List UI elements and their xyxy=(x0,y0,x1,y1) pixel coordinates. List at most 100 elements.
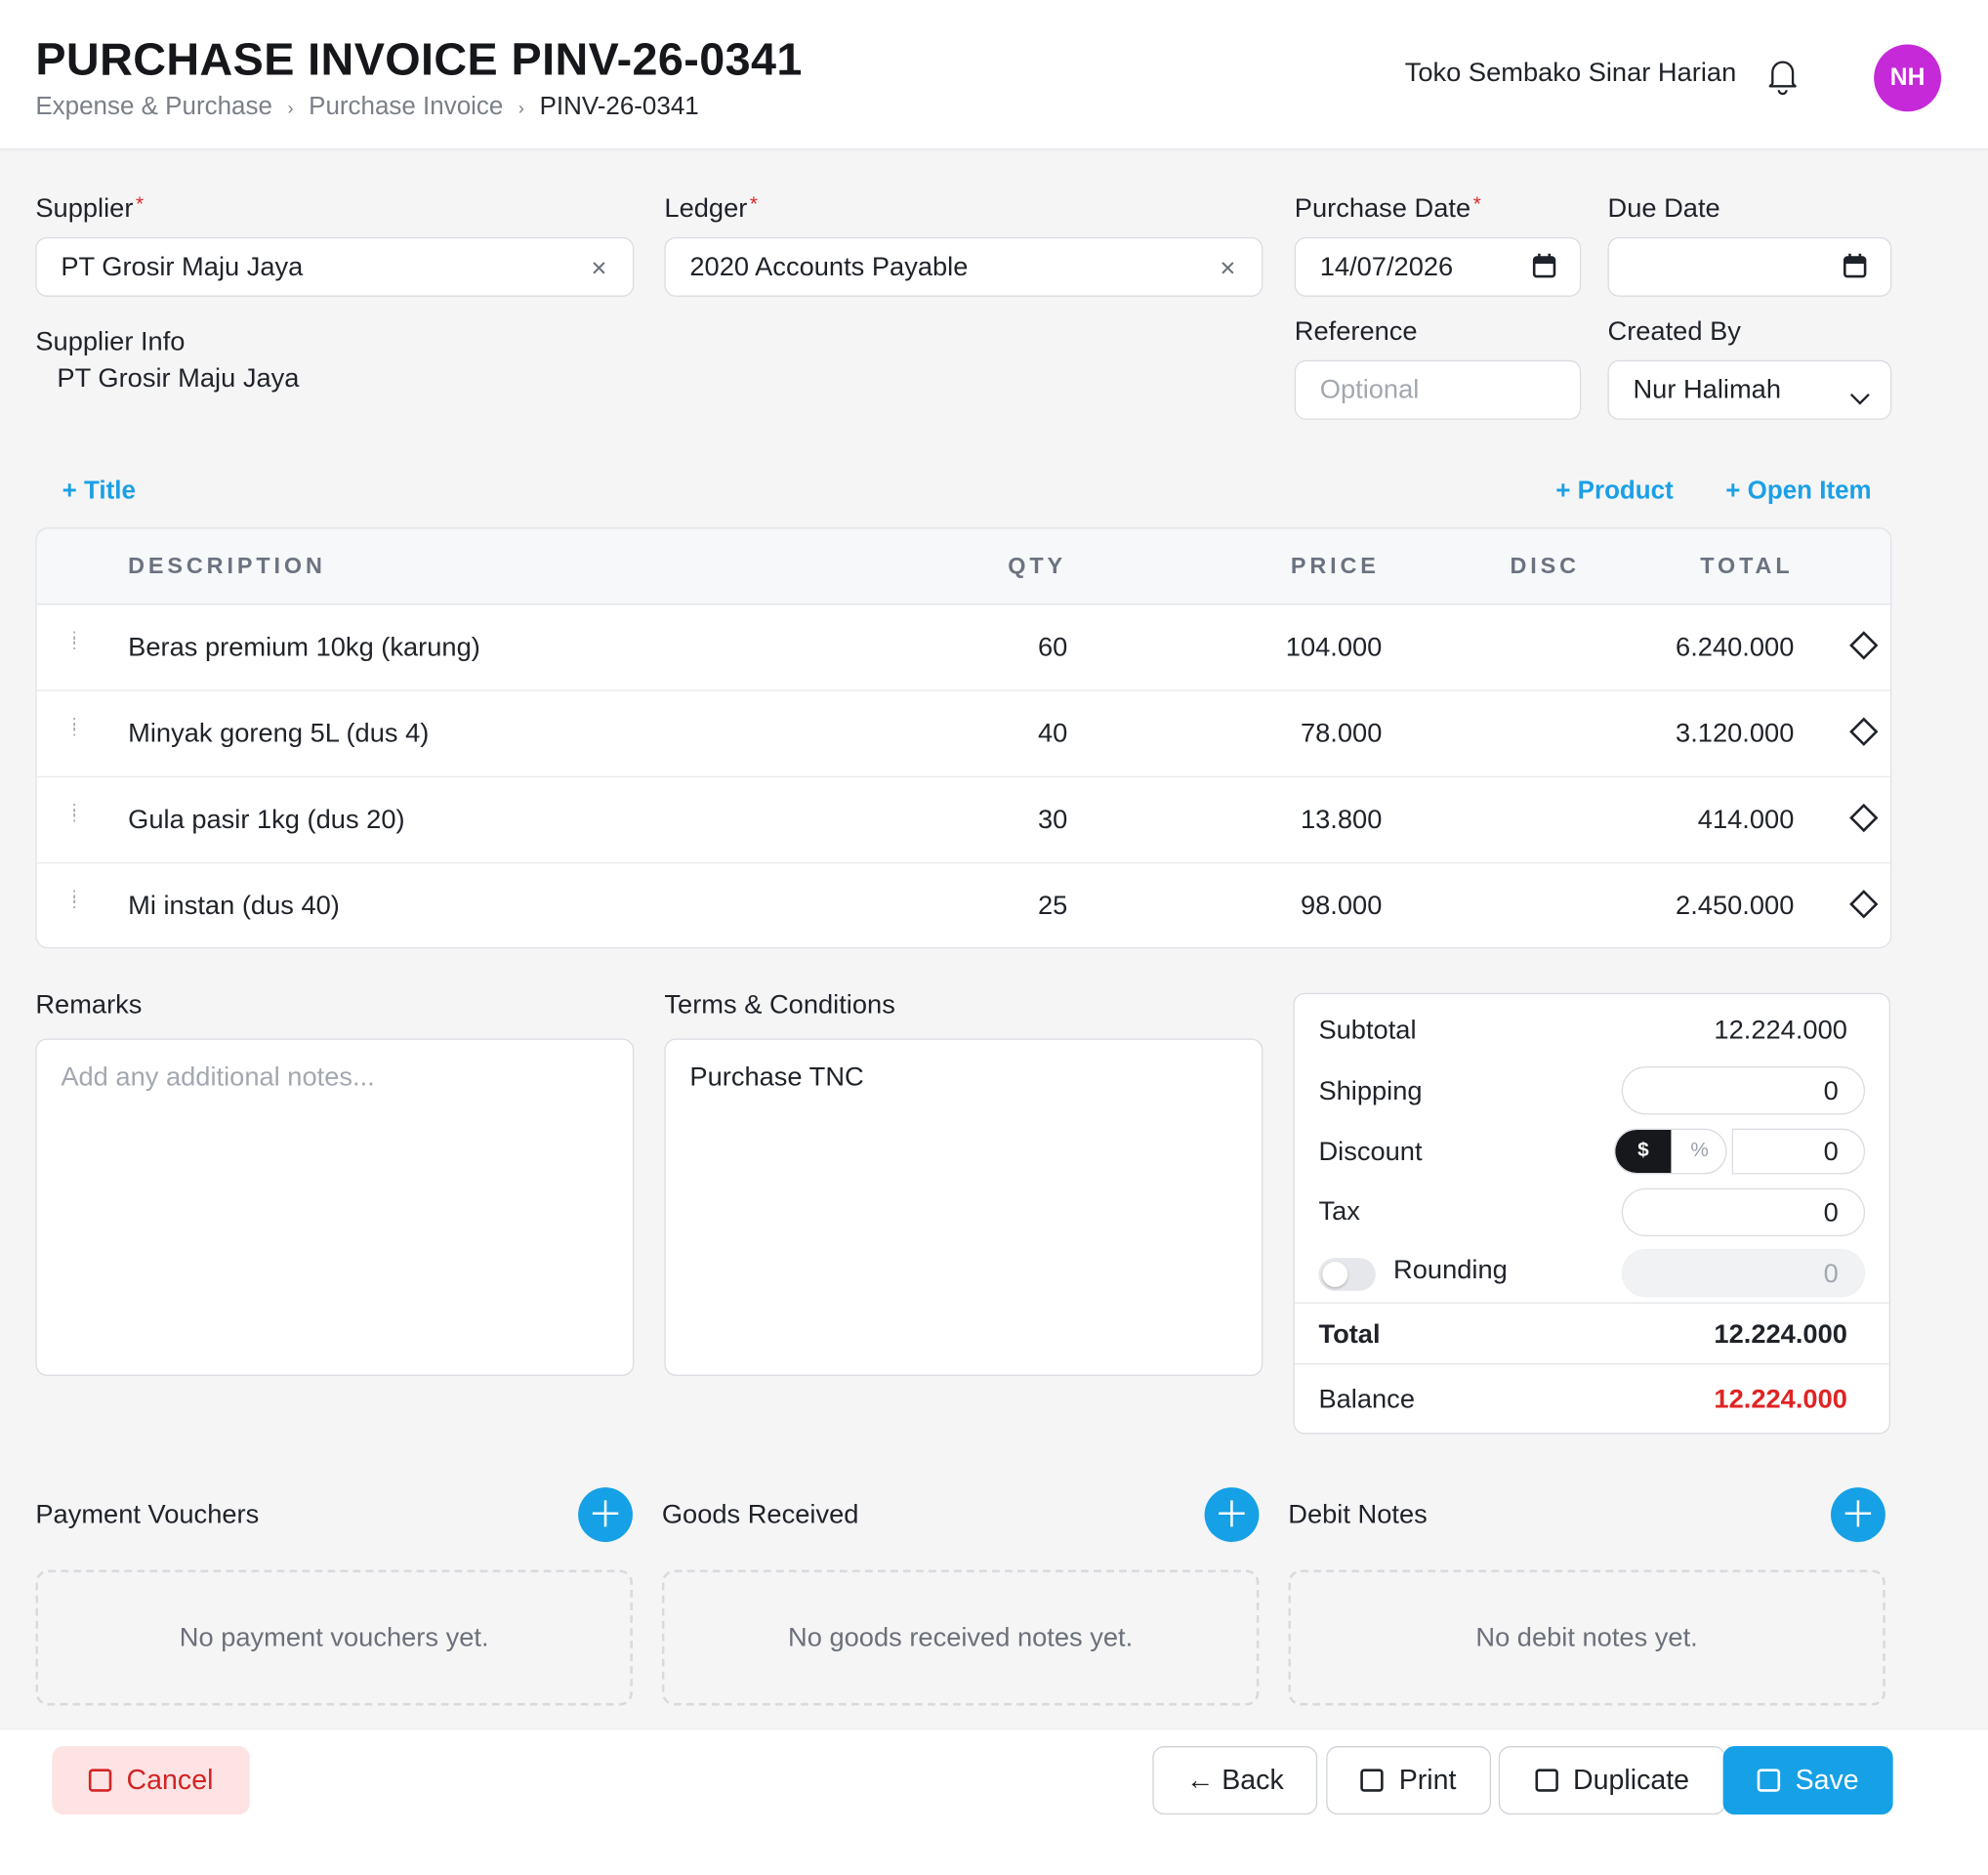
add-open-item-button[interactable]: + Open Item xyxy=(1725,477,1872,505)
shipping-label: Shipping xyxy=(1318,1076,1423,1106)
due-date-field[interactable] xyxy=(1607,236,1892,297)
add-goods-received-button[interactable]: ＋ xyxy=(1204,1487,1260,1542)
toggle-knob xyxy=(1322,1262,1348,1287)
add-payment-voucher-button[interactable]: ＋ xyxy=(578,1487,633,1542)
discount-percent-option[interactable]: % xyxy=(1690,1140,1709,1162)
diamond-icon[interactable] xyxy=(1849,631,1879,660)
tax-label: Tax xyxy=(1318,1196,1360,1227)
clear-icon[interactable]: ✕ xyxy=(590,258,607,280)
drag-handle-icon[interactable]: ⋮ ⋮ xyxy=(66,630,82,652)
table-row[interactable]: ⋮ ⋮ Minyak goreng 5L (dus 4) 40 78.000 3.… xyxy=(36,691,1891,777)
created-by-select[interactable]: Nur Halimah xyxy=(1607,359,1892,420)
cancel-button[interactable]: Cancel xyxy=(52,1746,250,1815)
discount-fixed-option[interactable]: $ xyxy=(1615,1129,1672,1174)
row-price[interactable]: 78.000 xyxy=(1300,719,1383,749)
goods-received-empty: No goods received notes yet. xyxy=(661,1569,1260,1706)
terms-label: Terms & Conditions xyxy=(664,990,895,1020)
discount-input[interactable]: 0 xyxy=(1731,1128,1866,1175)
save-label: Save xyxy=(1795,1764,1859,1796)
rounding-input: 0 xyxy=(1621,1249,1866,1298)
remarks-textarea[interactable]: Add any additional notes... xyxy=(35,1038,635,1376)
row-qty[interactable]: 25 xyxy=(1038,891,1068,921)
row-qty[interactable]: 40 xyxy=(1038,719,1068,749)
diamond-icon[interactable] xyxy=(1849,890,1879,919)
subtotal-value: 12.224.000 xyxy=(1714,1016,1847,1045)
row-description[interactable]: Gula pasir 1kg (dus 20) xyxy=(128,805,405,835)
payment-vouchers-empty: No payment vouchers yet. xyxy=(35,1569,633,1706)
goods-received-title: Goods Received xyxy=(661,1500,859,1529)
tax-input[interactable]: 0 xyxy=(1621,1188,1866,1237)
reference-input[interactable]: Optional xyxy=(1294,359,1582,420)
print-button[interactable]: Print xyxy=(1326,1746,1492,1815)
duplicate-icon xyxy=(1535,1769,1558,1792)
column-total: TOTAL xyxy=(1700,553,1794,579)
rounding-label: Rounding xyxy=(1393,1255,1508,1285)
subtotal-label: Subtotal xyxy=(1318,1016,1417,1045)
save-button[interactable]: Save xyxy=(1722,1746,1893,1815)
row-price[interactable]: 98.000 xyxy=(1300,891,1383,921)
chevron-right-icon: › xyxy=(518,97,524,118)
due-date-label: Due Date xyxy=(1607,193,1720,224)
company-name[interactable]: Toko Sembako Sinar Harian xyxy=(1404,58,1737,88)
diamond-icon[interactable] xyxy=(1849,717,1879,746)
column-qty: QTY xyxy=(1008,553,1067,579)
drag-handle-icon[interactable]: ⋮ ⋮ xyxy=(66,889,82,911)
chevron-right-icon: › xyxy=(287,97,294,118)
breadcrumb-item-current: PINV-26-0341 xyxy=(539,92,699,121)
add-debit-note-button[interactable]: ＋ xyxy=(1831,1487,1885,1542)
duplicate-label: Duplicate xyxy=(1572,1764,1690,1796)
debit-notes-title: Debit Notes xyxy=(1288,1500,1428,1529)
ledger-label: Ledger * xyxy=(664,193,759,224)
shipping-input[interactable]: 0 xyxy=(1621,1066,1866,1115)
purchase-date-field[interactable]: 14/07/2026 xyxy=(1294,236,1582,297)
row-qty[interactable]: 60 xyxy=(1038,632,1068,662)
page-header: PURCHASE INVOICE PINV-26-0341 Expense & … xyxy=(0,0,1988,150)
column-price: PRICE xyxy=(1290,553,1380,579)
duplicate-button[interactable]: Duplicate xyxy=(1498,1746,1726,1815)
total-value: 12.224.000 xyxy=(1714,1319,1847,1350)
created-by-label: Created By xyxy=(1607,316,1741,347)
avatar[interactable]: NH xyxy=(1874,44,1942,112)
table-header: DESCRIPTION QTY PRICE DISC TOTAL xyxy=(36,528,1891,605)
back-button[interactable]: ← Back xyxy=(1152,1746,1318,1815)
terms-textarea[interactable]: Purchase TNC xyxy=(664,1038,1263,1376)
debit-notes-empty: No debit notes yet. xyxy=(1288,1569,1885,1706)
clear-icon[interactable]: ✕ xyxy=(1219,258,1237,280)
reference-label: Reference xyxy=(1294,316,1418,347)
row-price[interactable]: 104.000 xyxy=(1285,632,1383,662)
row-description[interactable]: Mi instan (dus 40) xyxy=(128,891,340,921)
drag-handle-icon[interactable]: ⋮ ⋮ xyxy=(66,716,82,738)
balance-value: 12.224.000 xyxy=(1714,1384,1847,1414)
discount-type-toggle[interactable]: $ % xyxy=(1613,1128,1727,1175)
calendar-icon[interactable] xyxy=(1532,252,1557,287)
print-icon xyxy=(1360,1769,1385,1792)
add-product-button[interactable]: + Product xyxy=(1555,477,1674,505)
ledger-select[interactable]: 2020 Accounts Payable ✕ xyxy=(664,236,1263,297)
row-description[interactable]: Beras premium 10kg (karung) xyxy=(128,632,480,662)
supplier-info-value: PT Grosir Maju Jaya xyxy=(57,363,300,394)
breadcrumb-item-expense[interactable]: Expense & Purchase xyxy=(35,92,272,121)
drag-handle-icon[interactable]: ⋮ ⋮ xyxy=(66,802,82,825)
diamond-icon[interactable] xyxy=(1849,803,1879,833)
breadcrumb: Expense & Purchase › Purchase Invoice › … xyxy=(35,93,698,122)
purchase-date-value: 14/07/2026 xyxy=(1319,251,1454,281)
divider xyxy=(1294,1362,1889,1365)
total-label: Total xyxy=(1318,1319,1381,1350)
calendar-icon[interactable] xyxy=(1843,252,1868,287)
row-qty[interactable]: 30 xyxy=(1038,805,1068,835)
chevron-down-icon xyxy=(1849,383,1871,413)
row-total: 6.240.000 xyxy=(1676,632,1795,662)
payment-vouchers-title: Payment Vouchers xyxy=(35,1500,260,1529)
breadcrumb-item-purchase-invoice[interactable]: Purchase Invoice xyxy=(309,92,504,121)
rounding-toggle[interactable] xyxy=(1318,1258,1376,1291)
row-price[interactable]: 13.800 xyxy=(1300,805,1383,835)
table-row[interactable]: ⋮ ⋮ Mi instan (dus 40) 25 98.000 2.450.00… xyxy=(37,863,1890,947)
add-title-button[interactable]: + Title xyxy=(62,477,136,505)
row-total: 3.120.000 xyxy=(1676,719,1795,749)
bell-icon[interactable] xyxy=(1767,57,1798,96)
supplier-select[interactable]: PT Grosir Maju Jaya ✕ xyxy=(35,236,635,297)
page-title: PURCHASE INVOICE PINV-26-0341 xyxy=(35,32,803,85)
row-description[interactable]: Minyak goreng 5L (dus 4) xyxy=(128,719,430,749)
table-row[interactable]: ⋮ ⋮ Gula pasir 1kg (dus 20) 30 13.800 414… xyxy=(36,777,1891,864)
table-row[interactable]: ⋮ ⋮ Beras premium 10kg (karung) 60 104.00… xyxy=(36,604,1891,691)
